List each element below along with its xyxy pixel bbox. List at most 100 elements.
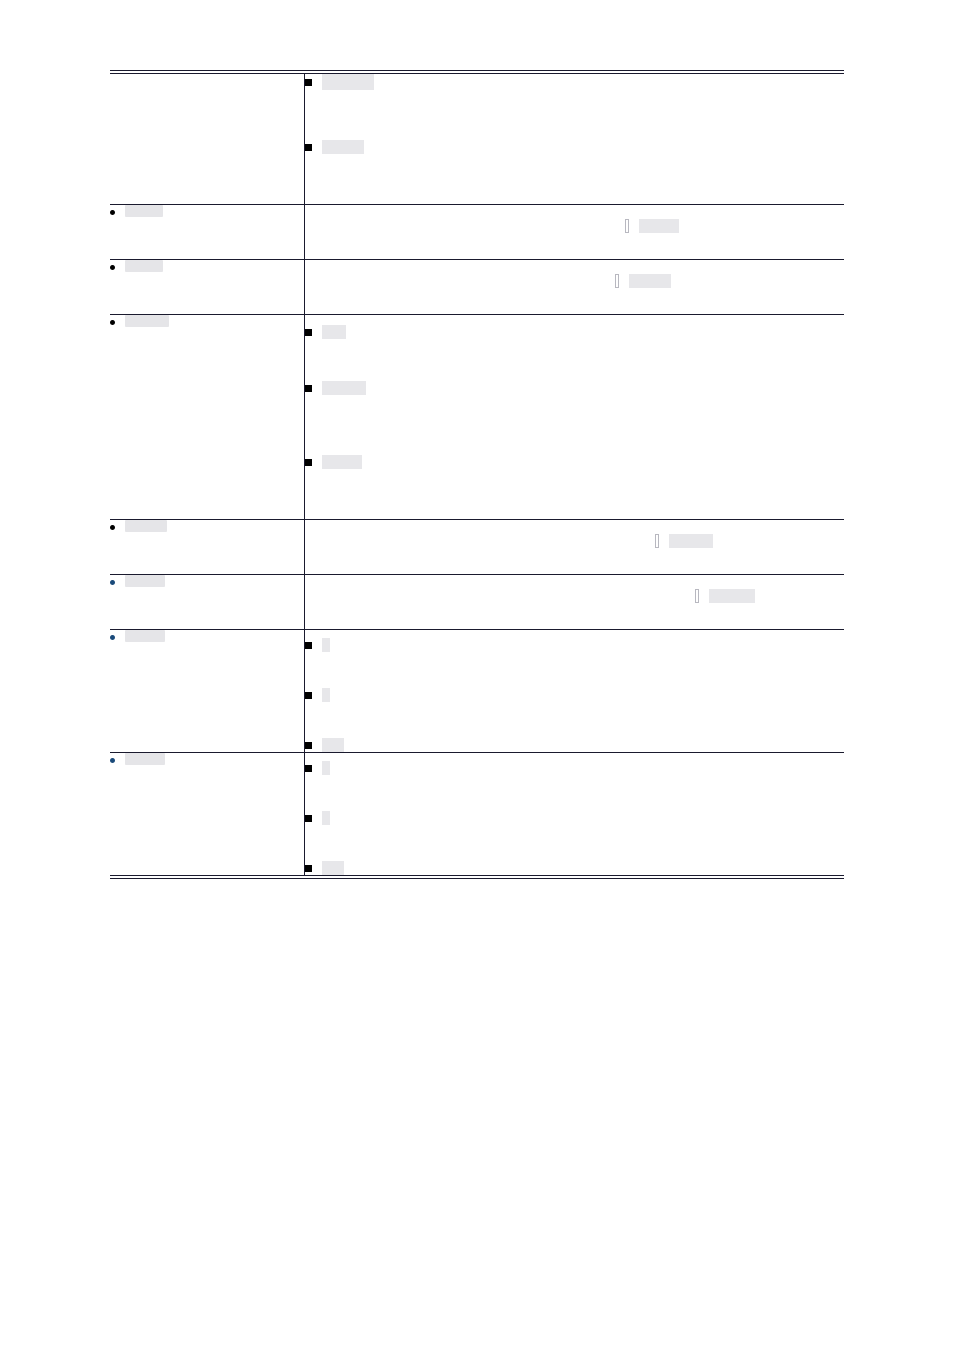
cell-right	[304, 72, 844, 205]
square-bullet-icon	[305, 329, 312, 336]
spacer	[305, 554, 845, 574]
table-row	[110, 315, 844, 520]
list-item	[305, 638, 845, 652]
cell-right	[304, 575, 844, 630]
spacer	[305, 205, 845, 219]
placeholder-text	[322, 638, 330, 652]
square-bullet-icon	[305, 385, 312, 392]
spacer	[305, 575, 845, 589]
open-bullet-icon	[625, 219, 629, 233]
spacer	[305, 708, 845, 738]
list-item	[305, 325, 845, 339]
spacer	[305, 260, 845, 274]
open-bullet-icon	[655, 534, 659, 548]
spacer	[305, 630, 845, 638]
content-table	[110, 70, 844, 879]
square-bullet-icon	[305, 742, 312, 749]
placeholder-text	[322, 74, 374, 90]
spacer	[305, 753, 845, 761]
square-bullet-icon	[305, 865, 312, 872]
cell-left	[110, 575, 304, 630]
cell-right	[304, 630, 844, 753]
square-bullet-icon	[305, 459, 312, 466]
cell-right	[304, 520, 844, 575]
spacer	[305, 239, 845, 259]
square-bullet-icon	[305, 642, 312, 649]
spacer	[305, 315, 845, 325]
cell-right	[304, 753, 844, 878]
table-row	[110, 753, 844, 878]
list-item	[305, 455, 845, 469]
placeholder-text	[322, 688, 330, 702]
dot-icon	[110, 758, 115, 763]
placeholder-text	[125, 520, 167, 532]
placeholder-text	[125, 260, 163, 272]
square-bullet-icon	[305, 692, 312, 699]
dot-icon	[110, 580, 115, 585]
left-bullet	[110, 205, 304, 217]
cell-left	[110, 260, 304, 315]
left-bullet	[110, 260, 304, 272]
cell-left	[110, 753, 304, 878]
list-item	[305, 738, 845, 752]
inline-open-bullet	[305, 274, 845, 288]
table-row	[110, 520, 844, 575]
placeholder-text	[125, 630, 165, 642]
table-row	[110, 575, 844, 630]
spacer	[305, 294, 845, 314]
placeholder-text	[322, 738, 344, 752]
list-item	[305, 140, 845, 154]
placeholder-text	[322, 381, 366, 395]
placeholder-text	[125, 753, 165, 765]
square-bullet-icon	[305, 79, 312, 86]
open-bullet-icon	[615, 274, 619, 288]
list-item	[305, 761, 845, 775]
placeholder-text	[322, 761, 330, 775]
placeholder-text	[669, 534, 713, 548]
placeholder-text	[125, 205, 163, 217]
spacer	[305, 781, 845, 811]
placeholder-text	[322, 861, 344, 875]
spacer	[305, 520, 845, 534]
dot-icon	[110, 635, 115, 640]
list-item	[305, 811, 845, 825]
dot-icon	[110, 210, 115, 215]
list-item	[305, 74, 845, 90]
dot-icon	[110, 320, 115, 325]
spacer	[305, 658, 845, 688]
square-bullet-icon	[305, 144, 312, 151]
inline-open-bullet	[305, 589, 845, 603]
cell-left	[110, 520, 304, 575]
left-bullet	[110, 575, 304, 587]
inline-open-bullet	[305, 219, 845, 233]
placeholder-text	[322, 325, 346, 339]
dot-icon	[110, 265, 115, 270]
left-bullet	[110, 315, 304, 327]
left-bullet	[110, 520, 304, 532]
table-row	[110, 205, 844, 260]
cell-right	[304, 260, 844, 315]
cell-right	[304, 205, 844, 260]
table-row	[110, 260, 844, 315]
placeholder-text	[322, 140, 364, 154]
placeholder-text	[639, 219, 679, 233]
left-bullet	[110, 753, 304, 765]
spacer	[305, 401, 845, 455]
spacer	[305, 831, 845, 861]
cell-left	[110, 205, 304, 260]
placeholder-text	[125, 315, 169, 327]
placeholder-text	[125, 575, 165, 587]
cell-left	[110, 72, 304, 205]
open-bullet-icon	[695, 589, 699, 603]
placeholder-text	[322, 811, 330, 825]
list-item	[305, 688, 845, 702]
cell-right	[304, 315, 844, 520]
inline-open-bullet	[305, 534, 845, 548]
spacer	[305, 345, 845, 381]
spacer	[305, 609, 845, 629]
table-row	[110, 72, 844, 205]
list-item	[305, 861, 845, 875]
cell-left	[110, 630, 304, 753]
placeholder-text	[322, 455, 362, 469]
spacer	[305, 160, 845, 204]
